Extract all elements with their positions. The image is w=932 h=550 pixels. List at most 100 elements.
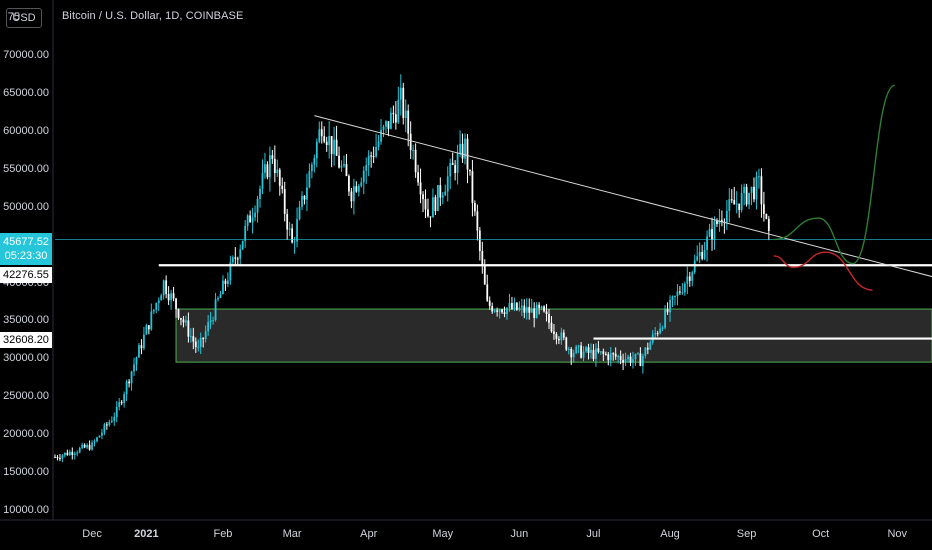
candle-body — [264, 164, 266, 173]
candle-body — [135, 357, 138, 365]
candle-body — [681, 292, 684, 294]
candle-body — [753, 186, 755, 200]
candle-body — [293, 241, 296, 243]
candle-body — [404, 110, 407, 119]
x-tick-label: Jul — [586, 528, 601, 540]
x-tick-label: May — [432, 528, 454, 540]
bullish-projection-path — [773, 84, 896, 265]
candle-body — [491, 306, 494, 312]
candle-body — [273, 159, 276, 173]
candle-body — [540, 306, 543, 309]
candle-body — [503, 312, 506, 314]
x-tick-label: Sep — [736, 528, 757, 540]
candle-countdown: 05:23:30 — [4, 250, 48, 262]
candle-body — [567, 348, 570, 350]
currency-selector[interactable]: USD — [6, 8, 42, 28]
candle-body — [565, 337, 568, 350]
candle-body — [360, 182, 363, 186]
candle-body — [535, 304, 538, 319]
candle-body — [261, 172, 264, 189]
candle-body — [170, 293, 172, 301]
candle-body — [286, 213, 289, 230]
candle-body — [392, 112, 395, 115]
candle-body — [325, 141, 328, 146]
candle-body — [143, 334, 145, 349]
candle-body — [234, 257, 237, 259]
candle-body — [229, 262, 232, 281]
candle-body — [602, 351, 605, 354]
candle-body — [432, 197, 434, 218]
candle-body — [375, 146, 377, 157]
candle-body — [585, 347, 587, 352]
candle-body — [688, 276, 691, 281]
candle-body — [721, 220, 723, 222]
candle-body — [466, 138, 469, 170]
candle-body — [703, 250, 706, 259]
candle-body — [634, 353, 637, 360]
candle-body — [157, 300, 160, 304]
candle-body — [315, 141, 318, 159]
candle-body — [175, 298, 177, 310]
candle-body — [730, 199, 733, 201]
y-tick-label: 50000.00 — [3, 200, 49, 213]
candle-body — [187, 320, 190, 337]
candle-body — [604, 353, 607, 355]
candle-body — [520, 305, 523, 308]
candle-body — [674, 296, 676, 298]
candle-body — [407, 110, 410, 134]
candle-body — [441, 195, 444, 198]
candle-body — [607, 354, 610, 361]
candle-body — [113, 417, 116, 421]
candle-body — [249, 215, 252, 223]
candle-body — [735, 203, 738, 205]
candle-body — [236, 258, 239, 260]
candle-body — [446, 176, 449, 192]
candle-body — [318, 129, 321, 142]
candle-body — [493, 310, 496, 312]
candle-body — [355, 186, 358, 192]
candle-body — [278, 169, 281, 186]
candle-body — [409, 133, 412, 151]
candle-body — [740, 193, 743, 210]
y-tick-label: 75 — [7, 11, 20, 24]
y-tick-label: 60000.00 — [3, 124, 49, 137]
candle-body — [394, 114, 397, 123]
candle-body — [251, 217, 254, 223]
candle-body — [167, 293, 170, 301]
candle-body — [219, 294, 222, 298]
candle-body — [98, 435, 101, 438]
candle-body — [189, 336, 192, 338]
candle-body — [357, 185, 360, 192]
candle-body — [530, 308, 533, 313]
candle-body — [385, 121, 387, 127]
candle-body — [222, 280, 224, 295]
candle-body — [518, 307, 521, 310]
candle-body — [609, 353, 612, 361]
candle-body — [402, 87, 405, 119]
candle-body — [488, 300, 491, 307]
candle-body — [204, 331, 207, 340]
candle-body — [83, 444, 86, 448]
candle-body — [708, 229, 711, 237]
candle-body — [343, 164, 345, 166]
candle-body — [639, 353, 642, 366]
candle-body — [207, 322, 210, 332]
upper-level-tag: 42276.55 — [0, 267, 52, 283]
candle-body — [691, 272, 694, 281]
candle-body — [580, 345, 583, 358]
candle-body — [328, 136, 331, 146]
candle-body — [338, 155, 340, 168]
candle-body — [496, 310, 499, 312]
candle-body — [592, 349, 595, 359]
candle-body — [434, 197, 437, 211]
candle-body — [313, 158, 316, 165]
candle-body — [572, 352, 575, 358]
candle-body — [422, 194, 424, 200]
candle-body — [767, 218, 770, 231]
candle-body — [310, 164, 313, 172]
candle-body — [666, 309, 669, 313]
candle-body — [380, 129, 382, 142]
candle-body — [676, 291, 679, 297]
